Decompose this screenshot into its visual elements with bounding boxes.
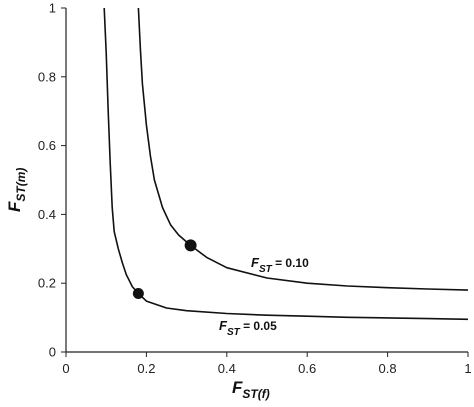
- x-axis-title-sub: ST(f): [242, 387, 269, 401]
- curve-label-0-main: F: [219, 318, 228, 333]
- series-layer: [103, 7, 469, 321]
- curve-label-1-main: F: [251, 255, 260, 270]
- x-tick-label: 0.6: [298, 361, 316, 376]
- y-axis-title-sub: ST(m): [14, 168, 28, 202]
- y-axis-title-group: FST(m): [5, 168, 28, 212]
- y-axis-title-main: F: [5, 201, 24, 212]
- series-marker-1: [184, 239, 197, 252]
- series-marker-0: [132, 288, 144, 300]
- curve-label-1-sub: ST: [259, 264, 273, 275]
- x-tick-label: 1: [464, 361, 471, 376]
- y-axis-title: FST(m): [5, 168, 28, 212]
- curve-label-1-value: = 0.10: [272, 256, 309, 270]
- curve-label-1: FST = 0.10: [251, 255, 309, 275]
- y-tick-label: 0.8: [38, 69, 56, 84]
- curve-label-0-sub: ST: [227, 327, 241, 338]
- ticks: 0 0.2 0.4 0.6 0.8 1 0 0.2 0.4 0.6 0.8 1: [38, 1, 472, 377]
- x-tick-label: 0: [62, 361, 69, 376]
- x-tick-label: 0.4: [218, 361, 236, 376]
- x-axis-title-main: F: [232, 378, 243, 397]
- curve-label-0-value: = 0.05: [240, 319, 277, 333]
- series-line-1: [137, 7, 469, 291]
- y-tick-label: 0: [49, 345, 56, 360]
- y-tick-label: 0.2: [38, 276, 56, 291]
- y-tick-label: 0.6: [38, 138, 56, 153]
- x-tick-label: 0.8: [379, 361, 397, 376]
- x-tick-label: 0.2: [137, 361, 155, 376]
- series-line-0: [103, 7, 469, 321]
- curve-label-0: FST = 0.05: [219, 318, 277, 338]
- axes: [65, 8, 468, 353]
- x-axis-title: FST(f): [232, 378, 270, 401]
- y-tick-label: 0.4: [38, 207, 56, 222]
- y-tick-label: 1: [49, 1, 56, 16]
